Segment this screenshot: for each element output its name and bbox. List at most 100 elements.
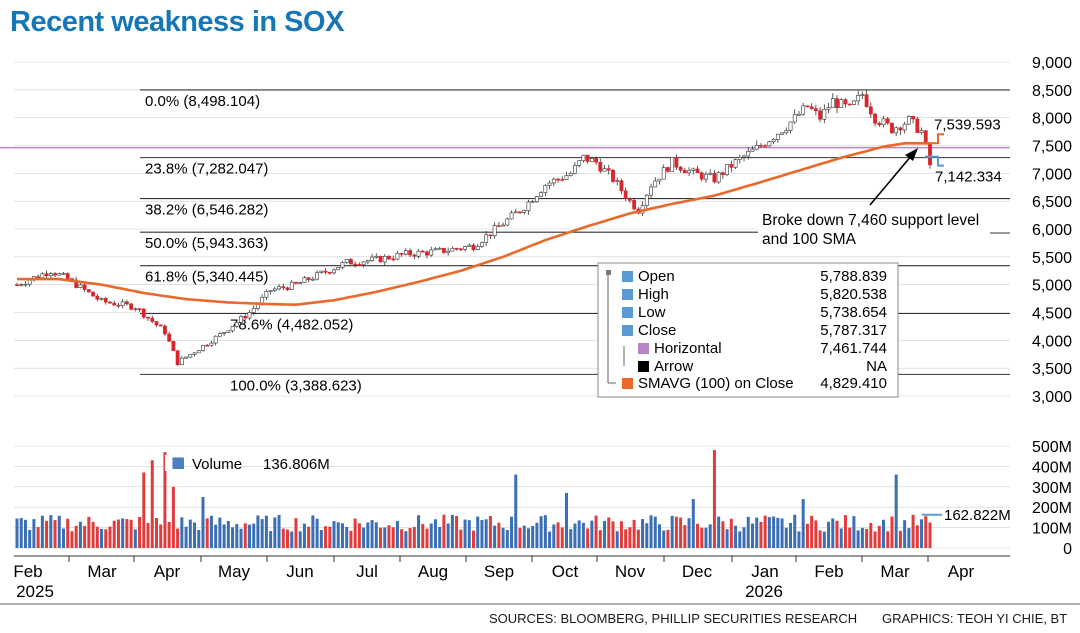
price-tick-label: 9,000 [1032,55,1072,72]
volume-bar [924,516,928,548]
volume-bar [83,525,87,548]
volume-bar [116,519,120,548]
candle-up [264,291,269,298]
volume-bar [150,460,154,548]
volume-bar [674,516,678,548]
candle-down [116,304,121,307]
candle-down [425,251,429,256]
price-y-axis: 3,000 3,500 4,000 4,500 5,000 5,500 6,000 6,500… [1032,55,1072,406]
volume-bar [653,516,657,548]
volume-bar [57,515,61,548]
volume-bar [142,472,146,548]
volume-bar [239,528,243,548]
candle-up [775,133,780,140]
legend-item-value: 4,829.410 [820,375,887,392]
candle-down [91,291,95,297]
candle-up [289,281,294,290]
volume-bar [514,474,518,548]
x-month-label: Sep [484,562,514,581]
volume-bar [404,531,408,548]
volume-bar [662,530,666,548]
price-tick-label: 6,500 [1032,194,1072,211]
candle-up [188,354,193,358]
candle-down [471,244,476,250]
candle-down [353,263,358,266]
candle-up [230,326,235,332]
legend-group-marker [606,270,611,275]
volume-bar [260,519,264,548]
volume-bar [133,529,137,548]
candle-up [906,116,911,125]
candle-up [784,130,789,134]
volume-bar [269,531,273,548]
candle-up [767,141,772,147]
candle-down [890,122,894,134]
candle-down [146,316,150,319]
candle-up [209,342,214,346]
fib-level-label: 100.0% (3,388.623) [230,377,362,394]
candle-up [336,267,341,271]
volume-bar [814,520,818,548]
volume-bar [446,523,450,548]
candle-down [137,308,142,311]
legend-swatch [622,271,633,282]
fib-level-label: 78.6% (4,482.052) [230,316,353,333]
candle-up [754,145,759,150]
volume-bar [146,523,150,548]
candle-up [771,139,776,143]
legend-swatch [622,325,633,336]
candle-up [429,249,434,256]
candle-down [720,172,725,175]
candle-up [547,182,552,186]
candle-up [23,283,28,286]
volume-bar [856,530,860,548]
volume-bar [100,529,104,548]
volume-bar [108,526,112,548]
annotation-line-1: Broke down 7,460 support level [762,212,979,229]
candle-up [860,94,865,96]
legend-item-value: NA [866,358,887,375]
candle-up [133,308,138,311]
volume-bar [843,515,847,548]
candle-down [666,167,670,172]
x-month-label: Nov [615,562,646,581]
volume-bar [860,527,864,548]
volume-bar [349,530,353,548]
legend-item-value: 5,787.317 [820,322,887,339]
candle-down [759,145,763,147]
volume-bar [501,527,505,548]
volume-bar [281,528,285,548]
candle-up [57,273,62,276]
volume-bar [886,531,890,548]
volume-legend-value: 136.806M [263,456,330,473]
volume-bar [691,499,695,548]
volume-bar [19,518,23,548]
volume-bar [734,525,738,548]
candle-up [839,99,844,109]
candle-up [315,272,320,280]
volume-bar [425,528,429,548]
candle-up [687,170,691,174]
candle-up [577,160,582,166]
close-end-marker [925,155,944,167]
candle-down [594,158,598,163]
legend-item-value: 5,738.654 [820,304,887,321]
volume-bar [822,531,826,548]
volume-bar [214,524,218,548]
volume-bar [679,517,683,548]
volume-legend-name: Volume [192,456,242,473]
x-month-label: Oct [552,562,579,581]
volume-bar [877,525,881,548]
volume-bar [590,520,594,548]
candle-up [277,286,281,290]
candle-down [809,106,814,109]
candle-down [763,145,768,148]
volume-bar [387,525,391,548]
volume-bar [805,523,809,548]
volume-bar [243,523,247,548]
volume-bar [209,515,213,548]
legend-item-value: 7,461.744 [820,340,887,357]
volume-bar [594,515,598,548]
volume-bar [247,524,251,548]
volume-bar [311,515,315,548]
